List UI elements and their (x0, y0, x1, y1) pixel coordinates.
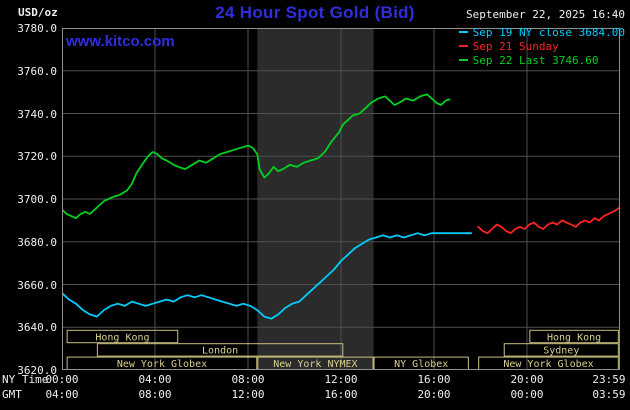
x-tick-ny-time: 08:00 (231, 373, 265, 386)
series-line-1 (477, 206, 621, 235)
datetime-label: September 22, 2025 16:40 (466, 8, 625, 21)
ny-time-axis-label: NY Time (2, 373, 49, 386)
legend-label: Sep 22 Last 3746.60 (472, 53, 599, 67)
x-tick-gmt: 16:00 (324, 388, 358, 401)
legend-dash-icon (458, 59, 468, 61)
x-tick-gmt: 08:00 (138, 388, 172, 401)
y-tick-label: 3780.0 (17, 22, 57, 35)
legend-item: Sep 19 NY close 3684.00 (458, 25, 625, 39)
legend-item: Sep 22 Last 3746.60 (458, 53, 625, 67)
x-tick-gmt: 00:00 (510, 388, 544, 401)
kitco-watermark-link[interactable]: www.kitco.com (66, 33, 175, 50)
unit-label: USD/oz (18, 6, 58, 19)
legend-label: Sep 19 NY close 3684.00 (472, 25, 625, 39)
legend-dash-icon (458, 45, 468, 47)
session-box (529, 329, 619, 344)
y-tick-label: 3740.0 (17, 107, 57, 121)
y-tick-label: 3700.0 (17, 193, 57, 206)
x-tick-ny-time: 23:59 (592, 373, 626, 386)
series-line-2 (61, 93, 451, 220)
x-tick-ny-time: 16:00 (417, 373, 451, 386)
y-tick-label: 3620.0 (17, 364, 57, 377)
x-tick-gmt: 12:00 (231, 388, 265, 401)
session-label: New York Globex (117, 359, 207, 370)
y-tick-label: 3760.0 (17, 64, 57, 78)
legend-item: Sep 21 Sunday (458, 39, 625, 53)
y-tick-label: 3660.0 (17, 278, 57, 292)
x-tick-gmt: 04:00 (45, 388, 79, 401)
session-label: Hong Kong (95, 332, 149, 343)
y-tick-label: 3640.0 (17, 321, 57, 335)
chart-title: 24 Hour Spot Gold (Bid) (215, 3, 415, 22)
legend-dash-icon (458, 31, 468, 33)
series-line-0 (61, 232, 473, 320)
session-label: New York Globex (503, 359, 593, 370)
session-box (66, 329, 179, 344)
gmt-axis-label: GMT (2, 388, 22, 401)
x-tick-gmt: 20:00 (417, 388, 451, 401)
x-tick-ny-time: 00:00 (45, 373, 79, 386)
x-tick-ny-time: 04:00 (138, 373, 172, 386)
session-label: Sydney (543, 346, 579, 357)
plot-border (62, 28, 620, 370)
x-tick-ny-time: 20:00 (510, 373, 544, 386)
session-label: New York NYMEX (273, 359, 357, 370)
session-box (503, 343, 619, 357)
session-label: London (202, 346, 238, 357)
y-tick-label: 3680.0 (17, 235, 57, 249)
y-tick-label: 3720.0 (17, 150, 57, 164)
session-label: Hong Kong (547, 332, 601, 343)
chart-canvas: Hong Kong Hong Kong London Sydney New York G… (61, 28, 621, 370)
x-tick-gmt: 03:59 (592, 388, 626, 401)
legend: Sep 19 NY close 3684.00 Sep 21 Sunday Sep … (458, 25, 625, 67)
x-tick-ny-time: 12:00 (324, 373, 358, 386)
session-label: NY Globex (394, 359, 448, 370)
legend-label: Sep 21 Sunday (472, 39, 559, 53)
plot-area: Hong Kong Hong Kong London Sydney New York G… (61, 28, 621, 370)
session-box (96, 343, 344, 357)
